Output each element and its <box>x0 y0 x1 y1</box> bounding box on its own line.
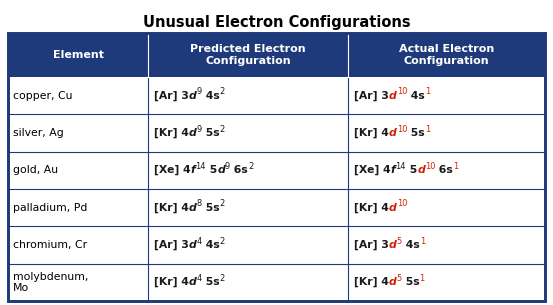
Text: 4s: 4s <box>202 240 220 250</box>
Text: 1: 1 <box>425 87 430 96</box>
Text: 5s: 5s <box>202 128 220 138</box>
Text: 1: 1 <box>425 125 430 134</box>
Text: palladium, Pd: palladium, Pd <box>13 203 87 213</box>
Text: Predicted Electron
Configuration: Predicted Electron Configuration <box>190 44 306 66</box>
Text: 8: 8 <box>197 199 202 208</box>
Text: d: d <box>217 165 225 175</box>
Text: 5s: 5s <box>202 277 220 287</box>
Bar <box>8 264 545 301</box>
Bar <box>8 152 545 189</box>
Text: Element: Element <box>53 50 103 60</box>
Text: 10: 10 <box>397 87 407 96</box>
Text: d: d <box>389 277 397 287</box>
Text: 2: 2 <box>248 162 253 171</box>
Bar <box>8 33 545 77</box>
Text: 5: 5 <box>406 165 417 175</box>
Text: [Ar] 3: [Ar] 3 <box>354 91 389 101</box>
Text: silver, Ag: silver, Ag <box>13 128 64 138</box>
Text: [Ar] 3: [Ar] 3 <box>154 91 189 101</box>
Text: f: f <box>390 165 395 175</box>
Text: gold, Au: gold, Au <box>13 165 58 175</box>
Text: d: d <box>417 165 425 175</box>
Text: 4: 4 <box>197 274 202 283</box>
Text: molybdenum,
Mo: molybdenum, Mo <box>13 271 88 293</box>
Text: 4s: 4s <box>202 91 220 101</box>
Bar <box>8 33 545 301</box>
Text: d: d <box>189 277 197 287</box>
Text: 14: 14 <box>195 162 206 171</box>
Text: 5: 5 <box>397 237 402 246</box>
Text: 10: 10 <box>425 162 435 171</box>
Bar <box>8 189 545 226</box>
Text: 9: 9 <box>225 162 230 171</box>
Text: 9: 9 <box>197 125 202 134</box>
Text: 6s: 6s <box>435 165 453 175</box>
Text: 2: 2 <box>220 237 225 246</box>
Text: 2: 2 <box>220 87 225 96</box>
Text: [Kr] 4: [Kr] 4 <box>154 203 189 213</box>
Text: d: d <box>189 240 197 250</box>
Text: 5s: 5s <box>402 277 420 287</box>
Text: [Kr] 4: [Kr] 4 <box>354 128 389 138</box>
Text: chromium, Cr: chromium, Cr <box>13 240 87 250</box>
Text: 4s: 4s <box>402 240 420 250</box>
Text: [Ar] 3: [Ar] 3 <box>354 240 389 250</box>
Text: 4: 4 <box>197 237 202 246</box>
Text: 1: 1 <box>453 162 458 171</box>
Text: [Kr] 4: [Kr] 4 <box>354 203 389 213</box>
Text: 1: 1 <box>420 237 425 246</box>
Bar <box>8 226 545 264</box>
Text: [Xe] 4: [Xe] 4 <box>354 165 390 175</box>
Text: d: d <box>389 203 397 213</box>
Text: 5s: 5s <box>407 128 425 138</box>
Text: 5s: 5s <box>202 203 220 213</box>
Text: 1: 1 <box>420 274 425 283</box>
Text: copper, Cu: copper, Cu <box>13 91 72 101</box>
Text: [Ar] 3: [Ar] 3 <box>154 240 189 250</box>
Text: Unusual Electron Configurations: Unusual Electron Configurations <box>143 15 410 30</box>
Text: 9: 9 <box>197 87 202 96</box>
Text: d: d <box>189 128 197 138</box>
Text: [Xe] 4: [Xe] 4 <box>154 165 191 175</box>
Text: 10: 10 <box>397 199 407 208</box>
Text: Actual Electron
Configuration: Actual Electron Configuration <box>399 44 494 66</box>
Text: 2: 2 <box>220 199 225 208</box>
Text: [Kr] 4: [Kr] 4 <box>354 277 389 288</box>
Text: d: d <box>189 203 197 213</box>
Text: 2: 2 <box>220 125 225 134</box>
Bar <box>8 114 545 152</box>
Text: 10: 10 <box>397 125 407 134</box>
Text: [Kr] 4: [Kr] 4 <box>154 128 189 138</box>
Text: 5: 5 <box>397 274 402 283</box>
Bar <box>8 33 545 301</box>
Text: d: d <box>189 91 197 101</box>
Text: 4s: 4s <box>407 91 425 101</box>
Text: d: d <box>389 91 397 101</box>
Text: 5: 5 <box>206 165 217 175</box>
Bar <box>8 77 545 114</box>
Text: 14: 14 <box>395 162 406 171</box>
Text: 2: 2 <box>220 274 225 283</box>
Text: d: d <box>389 128 397 138</box>
Text: 6s: 6s <box>230 165 248 175</box>
Text: [Kr] 4: [Kr] 4 <box>154 277 189 288</box>
Text: d: d <box>389 240 397 250</box>
Text: f: f <box>191 165 195 175</box>
